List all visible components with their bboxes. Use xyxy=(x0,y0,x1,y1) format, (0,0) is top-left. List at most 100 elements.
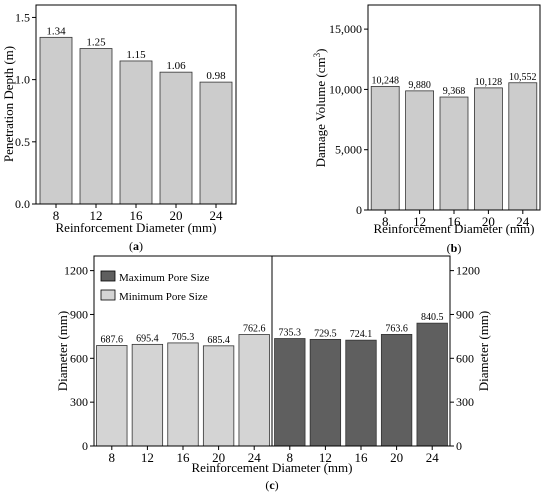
chart-b-y-tick-label: 0 xyxy=(356,203,362,217)
chart-c-bar-min-16 xyxy=(167,342,199,447)
chart-c-x-tick-label: 8 xyxy=(109,450,116,465)
chart-a-y-tick-label: 1.5 xyxy=(15,10,30,24)
chart-b-x-tick-label: 16 xyxy=(448,214,462,229)
chart-c-data-label-max-24: 840.5 xyxy=(421,312,444,323)
chart-c-x-tick-label: 8 xyxy=(287,450,294,465)
chart-c-legend: Maximum Pore Size Minimum Pore Size xyxy=(100,270,210,303)
chart-b-y-ticks: 0 5,000 10,000 15,000 xyxy=(329,22,368,217)
chart-b-x-tick-label: 20 xyxy=(482,214,495,229)
chart-a-x-label: Reinforcement Diameter (mm) xyxy=(56,220,217,235)
chart-b-x-tick-label: 12 xyxy=(413,214,426,229)
legend-label-maximum-pore-size: Maximum Pore Size xyxy=(119,272,210,284)
chart-c-x-label: Reinforcement Diameter (mm) xyxy=(192,460,353,475)
chart-c-bar-max-8 xyxy=(274,338,306,447)
chart-c-bar-min-24 xyxy=(238,334,270,447)
legend-label-minimum-pore-size: Minimum Pore Size xyxy=(119,291,208,303)
chart-a-x-tick-label: 24 xyxy=(210,208,224,223)
chart-a-data-labels: 1.34 1.25 1.15 1.06 0.98 xyxy=(46,25,226,82)
chart-b-data-labels: 10,248 9,880 9,368 10,128 10,552 xyxy=(371,72,536,97)
chart-b: 10,248 9,880 9,368 10,128 10,552 0 5,000 10,00… xyxy=(312,4,541,255)
chart-b-y-tick-label: 15,000 xyxy=(329,22,362,36)
chart-a-data-label-12: 1.25 xyxy=(86,37,106,49)
chart-c-y-tick-label-left: 1200 xyxy=(64,264,88,278)
chart-a: 1.34 1.25 1.15 1.06 0.98 0.0 0.5 1.0 1.5 8 12 16 2… xyxy=(1,4,237,253)
chart-a-data-label-16: 1.15 xyxy=(126,49,146,61)
chart-a-bar-24 xyxy=(199,81,233,205)
chart-a-x-tick-label: 12 xyxy=(90,208,103,223)
chart-c-data-label-max-16: 724.1 xyxy=(350,329,373,340)
chart-a-x-tick-label: 8 xyxy=(53,208,60,223)
chart-c-bars xyxy=(96,322,448,447)
chart-c-x-tick-label: 16 xyxy=(177,450,191,465)
chart-c-data-label-max-20: 763.6 xyxy=(385,323,408,334)
chart-c-data-label-min-8: 687.6 xyxy=(101,335,124,346)
chart-c-bar-max-16 xyxy=(345,339,377,447)
chart-b-bars xyxy=(370,82,538,211)
chart-c-x-tick-label: 24 xyxy=(248,450,262,465)
chart-b-data-label-12: 9,880 xyxy=(408,80,431,91)
chart-c-y-tick-label-right: 0 xyxy=(456,439,462,453)
chart-c-data-label-min-20: 685.4 xyxy=(207,335,230,346)
chart-c-y-tick-label-left: 600 xyxy=(70,351,88,365)
chart-c-bar-max-24 xyxy=(416,322,448,447)
chart-c-bar-min-20 xyxy=(202,345,235,447)
chart-c-y-tick-label-left: 900 xyxy=(70,307,88,321)
chart-c-data-label-min-12: 695.4 xyxy=(136,333,159,344)
chart-c-x-tick-label: 24 xyxy=(426,450,440,465)
chart-a-y-tick-label: 0.0 xyxy=(15,197,30,211)
chart-c-y-tick-label-left: 300 xyxy=(70,395,88,409)
chart-b-x-tick-label: 8 xyxy=(382,214,389,229)
chart-c-x-tick-label: 12 xyxy=(141,450,154,465)
chart-b-x-tick-label: 24 xyxy=(516,214,530,229)
chart-a-data-label-20: 1.06 xyxy=(166,60,186,72)
chart-c-y-tick-label-right: 300 xyxy=(456,395,474,409)
chart-b-data-label-24: 10,552 xyxy=(509,72,537,83)
chart-b-bar-20 xyxy=(473,87,503,211)
chart-b-x-ticks: 8 12 16 20 24 xyxy=(382,210,530,229)
chart-b-bar-12 xyxy=(405,90,435,211)
chart-a-y-tick-label: 1.0 xyxy=(15,73,30,87)
chart-b-bar-8 xyxy=(370,86,400,211)
chart-c: 687.6 695.4 705.3 685.4 762.6 735.3 729.5 724.1… xyxy=(55,255,491,492)
legend-swatch-maximum-pore-size xyxy=(100,270,116,282)
chart-c-y-tick-label-left: 0 xyxy=(82,439,88,453)
chart-a-panel-label: (a) xyxy=(129,239,143,253)
chart-c-data-label-min-16: 705.3 xyxy=(172,332,195,343)
chart-b-data-label-20: 10,128 xyxy=(475,77,503,88)
chart-a-bar-20 xyxy=(159,71,193,205)
chart-c-y-tick-label-right: 1200 xyxy=(456,264,480,278)
legend-swatch-minimum-pore-size xyxy=(100,289,116,301)
chart-b-bar-16 xyxy=(439,96,469,211)
chart-a-bar-16 xyxy=(119,60,153,205)
chart-a-y-ticks: 0.0 0.5 1.0 1.5 xyxy=(15,10,36,211)
chart-c-x-tick-label: 12 xyxy=(319,450,332,465)
chart-c-data-labels: 687.6 695.4 705.3 685.4 762.6 735.3 729.5 724.1… xyxy=(101,312,444,346)
chart-b-y-tick-label: 10,000 xyxy=(329,82,362,96)
chart-c-x-tick-label: 16 xyxy=(355,450,369,465)
chart-c-y-tick-label-right: 600 xyxy=(456,351,474,365)
chart-c-y-label-right: Diameter (mm) xyxy=(476,311,491,392)
chart-b-x-label: Reinforcement Diameter (mm) xyxy=(374,221,535,236)
chart-c-x-tick-label: 20 xyxy=(212,450,225,465)
chart-b-y-tick-label: 5,000 xyxy=(335,143,362,157)
chart-a-bars xyxy=(39,36,233,205)
chart-a-data-label-24: 0.98 xyxy=(206,70,226,82)
chart-c-x-ticks: 8 12 16 20 24 8 12 16 20 24 xyxy=(109,446,440,465)
chart-c-data-label-min-24: 762.6 xyxy=(243,324,266,335)
chart-c-y-tick-label-right: 900 xyxy=(456,307,474,321)
chart-c-x-tick-label: 20 xyxy=(390,450,403,465)
chart-a-bar-8 xyxy=(39,36,73,205)
chart-c-y-ticks-right: 0 300 600 900 1200 xyxy=(450,264,480,453)
chart-c-data-label-max-8: 735.3 xyxy=(279,328,302,339)
chart-b-data-label-8: 10,248 xyxy=(371,75,399,86)
chart-a-y-label: Penetration Depth (m) xyxy=(1,46,16,162)
chart-b-y-label: Damage Volume (cm3) xyxy=(312,49,328,168)
chart-b-panel-label: (b) xyxy=(447,241,462,255)
chart-a-y-tick-label: 0.5 xyxy=(15,135,30,149)
chart-a-x-tick-label: 20 xyxy=(170,208,183,223)
chart-c-y-label-left: Diameter (mm) xyxy=(55,311,70,392)
chart-b-data-label-16: 9,368 xyxy=(443,86,466,97)
chart-a-data-label-8: 1.34 xyxy=(46,25,66,37)
chart-a-bar-12 xyxy=(79,48,113,205)
